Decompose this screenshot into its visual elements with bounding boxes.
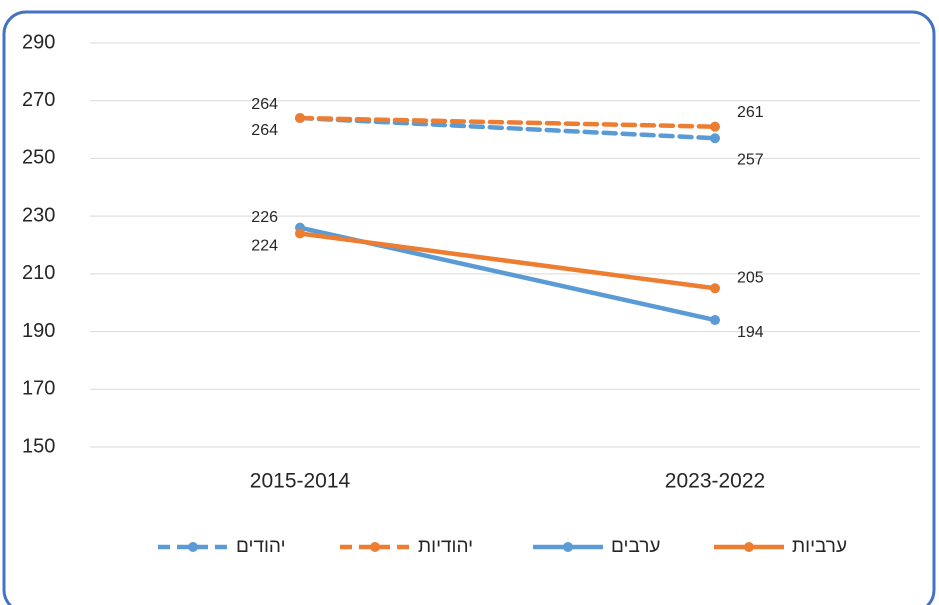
data-point [710,283,720,294]
y-tick-label: 150 [22,435,55,457]
legend-label: ערבים [611,536,660,557]
series-line [297,115,718,129]
y-tick-label: 170 [22,378,55,400]
x-tick-label: 2023-2022 [665,470,765,493]
legend-marker [744,542,754,552]
legend-label: ערביות [792,536,847,557]
data-label: 224 [251,238,278,255]
data-label: 257 [737,151,764,168]
y-tick-label: 210 [22,262,55,284]
legend-marker [370,542,380,552]
data-point [710,133,720,144]
y-tick-label: 230 [22,204,55,226]
data-point [295,228,305,239]
data-label: 194 [737,324,764,341]
data-label: 264 [251,122,278,139]
legend-marker [563,542,573,552]
legend-label: יהודים [236,536,286,557]
y-tick-label: 190 [22,320,55,342]
y-tick-label: 290 [22,31,55,53]
y-tick-label: 250 [22,147,55,169]
data-label: 261 [737,104,764,121]
chart-frame [2,10,936,605]
data-point [295,113,305,124]
series-line [297,231,718,291]
legend-marker [188,542,198,552]
data-label: 226 [251,209,278,226]
data-point [710,315,720,326]
data-label: 205 [737,270,764,287]
x-tick-label: 2015-2014 [250,470,351,493]
data-label: 264 [251,96,278,113]
legend-label: יהודיות [418,536,473,557]
data-point [710,121,720,132]
y-tick-label: 270 [22,89,55,111]
